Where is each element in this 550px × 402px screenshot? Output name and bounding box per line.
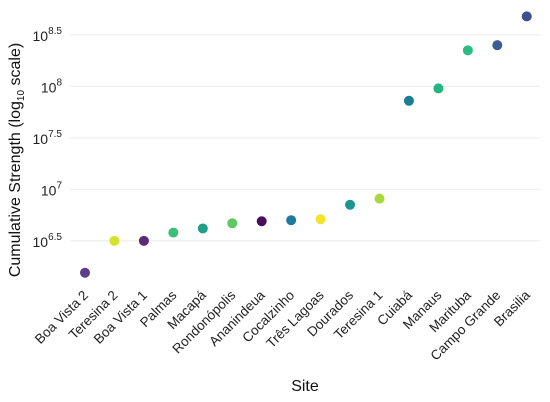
data-point-8 [315, 214, 326, 225]
data-point-6 [256, 216, 267, 227]
data-point-0 [80, 267, 90, 278]
y-axis-title: Cumulative Strength (log10 scale) [7, 43, 27, 277]
x-axis-title: Site [291, 378, 319, 395]
data-point-15 [521, 11, 532, 22]
data-points [80, 11, 532, 278]
data-point-1 [109, 235, 120, 246]
y-axis-ticks: 106.5 107 107.5 108 108.5 [33, 26, 63, 250]
y-axis-title-prefix: Cumulative Strength (log [7, 101, 24, 277]
data-point-5 [227, 218, 238, 229]
data-point-13 [462, 45, 473, 56]
y-tick-label-4: 108.5 [33, 26, 63, 44]
grid-lines [70, 34, 540, 242]
y-axis-title-subscript: 10 [16, 90, 27, 102]
data-point-9 [345, 199, 356, 210]
data-point-7 [286, 215, 297, 226]
data-point-10 [374, 193, 385, 204]
data-point-11 [403, 95, 414, 106]
y-tick-label-2: 107.5 [33, 129, 63, 147]
data-point-14 [492, 40, 503, 51]
y-tick-label-0: 106.5 [33, 232, 63, 250]
data-point-3 [168, 227, 179, 238]
y-axis-title-suffix: scale) [7, 43, 24, 90]
y-tick-label-1: 107 [41, 180, 63, 198]
y-tick-label-3: 108 [41, 77, 63, 95]
data-point-12 [433, 83, 444, 94]
data-point-2 [138, 235, 149, 246]
data-point-4 [197, 223, 208, 234]
